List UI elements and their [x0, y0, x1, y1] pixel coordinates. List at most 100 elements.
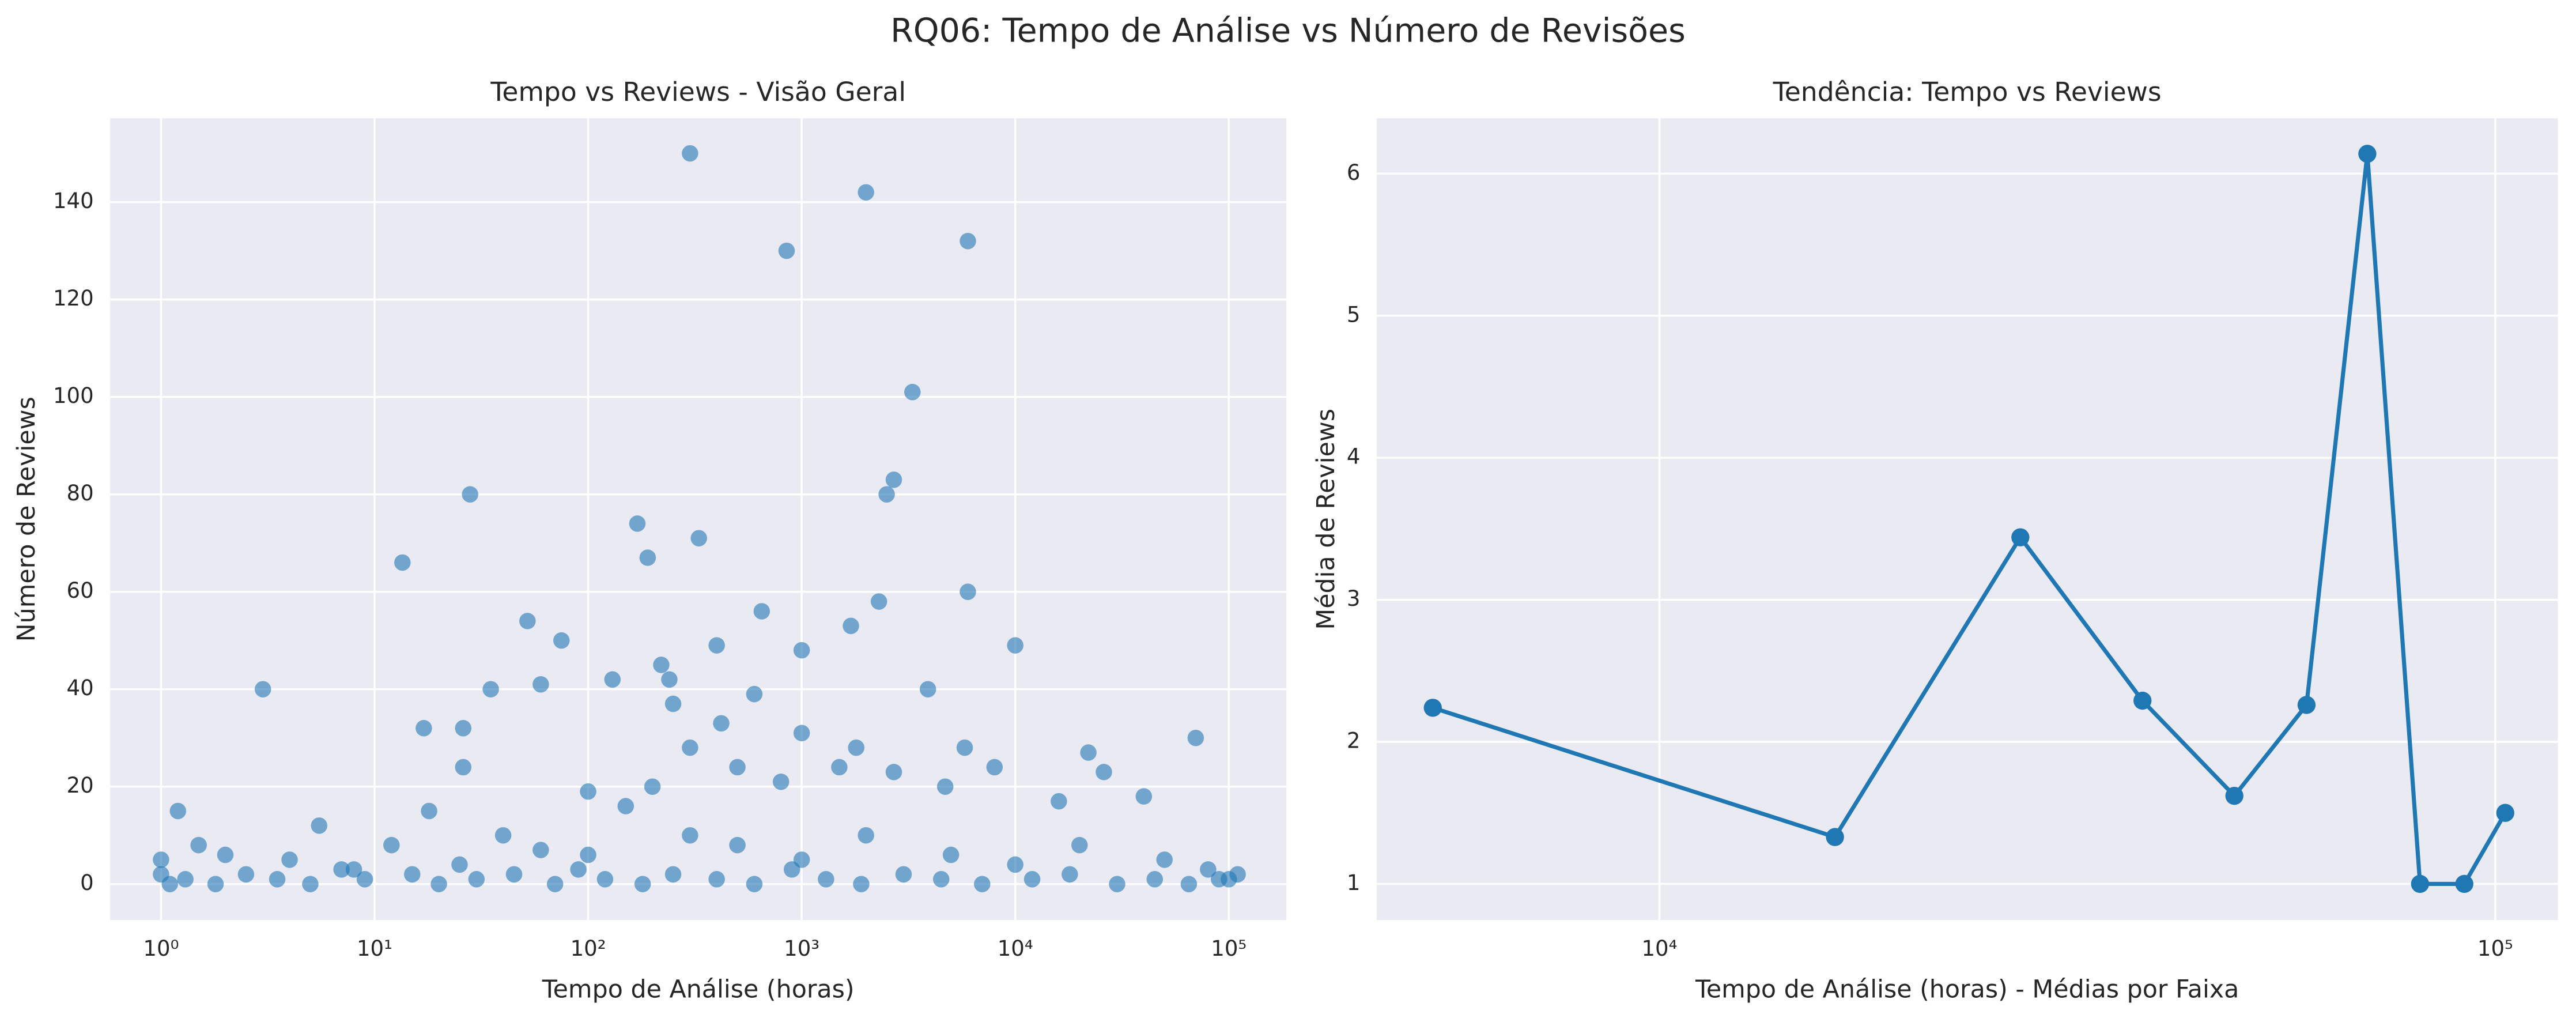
scatter-point [451, 856, 468, 873]
scatter-point [570, 861, 587, 878]
scatter-point [682, 739, 698, 756]
scatter-point [604, 671, 621, 688]
scatter-point [956, 739, 973, 756]
plot-area [1376, 118, 2558, 921]
scatter-point [532, 676, 549, 693]
scatter-point [302, 876, 319, 892]
line-marker [2358, 145, 2377, 163]
scatter-point [753, 603, 770, 620]
scatter-point [455, 759, 472, 776]
x-tick-label: 10³ [784, 936, 819, 961]
scatter-point [853, 876, 870, 892]
scatter-point [644, 778, 661, 795]
scatter-point [878, 486, 895, 503]
scatter-point [356, 871, 373, 888]
scatter-point [505, 866, 523, 883]
scatter-point [746, 685, 763, 703]
scatter-point [1156, 851, 1173, 868]
scatter-point [383, 836, 400, 854]
scatter-point [772, 774, 790, 790]
scatter-point [217, 846, 234, 863]
scatter-point [936, 778, 954, 795]
y-tick-label: 1 [1347, 870, 1361, 895]
scatter-point [960, 583, 976, 600]
scatter-point [729, 759, 746, 776]
scatter-point [311, 817, 328, 834]
scatter-point [1200, 861, 1217, 878]
scatter-point [403, 866, 421, 883]
scatter-point [596, 871, 614, 888]
scatter-point [904, 383, 921, 401]
scatter-point [682, 145, 698, 162]
scatter-point [254, 681, 271, 697]
scatter-point [960, 232, 976, 250]
scatter-point [843, 617, 859, 635]
scatter-point [1051, 793, 1067, 810]
y-tick-label: 2 [1347, 729, 1361, 753]
scatter-point [1062, 866, 1078, 883]
y-tick-label: 20 [67, 773, 94, 798]
scatter-point [1071, 836, 1088, 854]
scatter-point [416, 720, 432, 737]
scatter-point [617, 798, 634, 814]
scatter-point [345, 861, 362, 878]
x-tick-label: 10² [571, 936, 606, 961]
scatter-point [653, 657, 670, 673]
scatter-point [895, 866, 912, 883]
line-marker [2297, 696, 2316, 714]
scatter-point [783, 861, 800, 878]
scatter-point [462, 486, 478, 503]
scatter-point [634, 876, 651, 892]
x-tick-label: 10⁴ [1641, 936, 1677, 961]
x-tick-label: 10⁵ [2477, 936, 2513, 961]
scatter-point [1109, 876, 1125, 892]
scatter-point [468, 871, 485, 888]
scatter-point [713, 715, 730, 732]
line-marker [1826, 828, 1844, 846]
scatter-point [482, 681, 499, 697]
scatter-point [1146, 871, 1164, 888]
line-marker [2455, 874, 2473, 893]
subplot-title: Tempo vs Reviews - Visão Geral [490, 77, 906, 107]
scatter-point [870, 593, 887, 610]
scatter-point [169, 802, 187, 820]
trend-line [1432, 153, 2507, 886]
y-tick-label: 120 [53, 286, 94, 311]
scatter-point [161, 876, 179, 892]
x-tick-label: 10¹ [357, 936, 392, 961]
scatter-point [1135, 788, 1153, 805]
scatter-point [1080, 744, 1097, 761]
scatter-point [746, 876, 763, 892]
line-marker [2411, 874, 2430, 893]
scatter-point [919, 681, 936, 697]
scatter-point [729, 836, 746, 854]
x-tick-label: 10⁵ [1211, 936, 1247, 961]
scatter-point [190, 836, 207, 854]
y-tick-label: 5 [1347, 302, 1361, 327]
scatter-point [455, 720, 472, 737]
y-tick-label: 80 [67, 481, 94, 506]
y-axis-label: Número de Reviews [12, 397, 41, 642]
scatter-point [546, 876, 564, 892]
scatter-point [793, 725, 810, 742]
x-tick-label: 10⁴ [998, 936, 1033, 961]
scatter-point [580, 783, 596, 800]
scatter-point [639, 549, 656, 566]
y-tick-label: 6 [1347, 160, 1361, 185]
y-axis-label: Média de Reviews [1312, 409, 1340, 630]
scatter-point [690, 530, 707, 546]
y-tick-label: 60 [67, 578, 94, 603]
y-tick-label: 40 [67, 676, 94, 700]
scatter-point [885, 472, 902, 488]
scatter-point [177, 871, 194, 888]
scatter-point [664, 866, 682, 883]
scatter-point [519, 613, 536, 629]
scatter-point [708, 871, 725, 888]
line-marker [2133, 691, 2152, 710]
scatter-point [1023, 871, 1041, 888]
line-marker [2225, 786, 2243, 805]
scatter-point [580, 846, 596, 863]
scatter-point [1187, 729, 1204, 746]
scatter-point [1211, 871, 1227, 888]
